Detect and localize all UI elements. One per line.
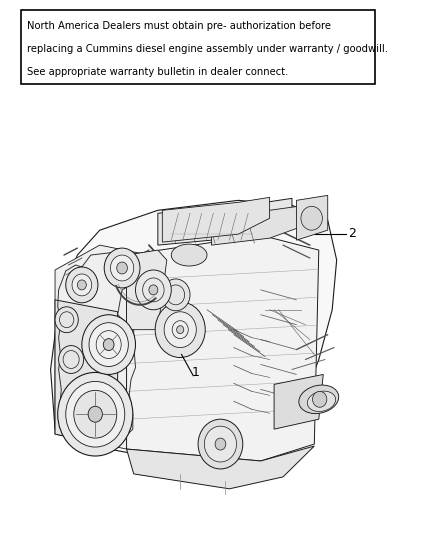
Polygon shape — [127, 235, 319, 461]
Circle shape — [104, 248, 140, 288]
Circle shape — [301, 206, 322, 230]
Circle shape — [149, 285, 158, 295]
Circle shape — [74, 390, 117, 438]
Polygon shape — [158, 198, 292, 245]
Polygon shape — [127, 250, 167, 330]
Circle shape — [198, 419, 243, 469]
Circle shape — [135, 270, 171, 310]
Polygon shape — [297, 196, 328, 240]
Circle shape — [88, 406, 102, 422]
Circle shape — [58, 373, 133, 456]
Polygon shape — [162, 197, 270, 242]
Circle shape — [82, 315, 135, 375]
Circle shape — [313, 391, 327, 407]
Ellipse shape — [171, 244, 207, 266]
Text: North America Dealers must obtain pre- authorization before: North America Dealers must obtain pre- a… — [27, 21, 331, 31]
Circle shape — [110, 255, 134, 281]
FancyBboxPatch shape — [21, 11, 375, 84]
Ellipse shape — [299, 385, 339, 414]
Circle shape — [89, 322, 128, 367]
Polygon shape — [212, 205, 305, 245]
Polygon shape — [274, 375, 323, 429]
Circle shape — [59, 345, 84, 374]
Polygon shape — [127, 446, 314, 489]
Circle shape — [205, 426, 237, 462]
Text: See appropriate warranty bulletin in dealer connect.: See appropriate warranty bulletin in dea… — [27, 67, 288, 77]
Circle shape — [177, 326, 184, 334]
Text: 1: 1 — [191, 366, 199, 379]
Circle shape — [72, 274, 92, 296]
Ellipse shape — [307, 391, 336, 411]
Polygon shape — [55, 245, 149, 449]
Circle shape — [78, 280, 86, 290]
Text: 2: 2 — [348, 227, 356, 240]
Circle shape — [55, 307, 78, 333]
Polygon shape — [55, 300, 118, 447]
Circle shape — [66, 382, 125, 447]
Circle shape — [155, 302, 205, 358]
Circle shape — [215, 438, 226, 450]
Circle shape — [162, 279, 190, 311]
Polygon shape — [50, 200, 337, 464]
Circle shape — [164, 312, 196, 348]
Circle shape — [66, 267, 98, 303]
Circle shape — [103, 338, 114, 351]
Circle shape — [117, 262, 127, 274]
Text: replacing a Cummins diesel engine assembly under warranty / goodwill.: replacing a Cummins diesel engine assemb… — [27, 44, 388, 54]
